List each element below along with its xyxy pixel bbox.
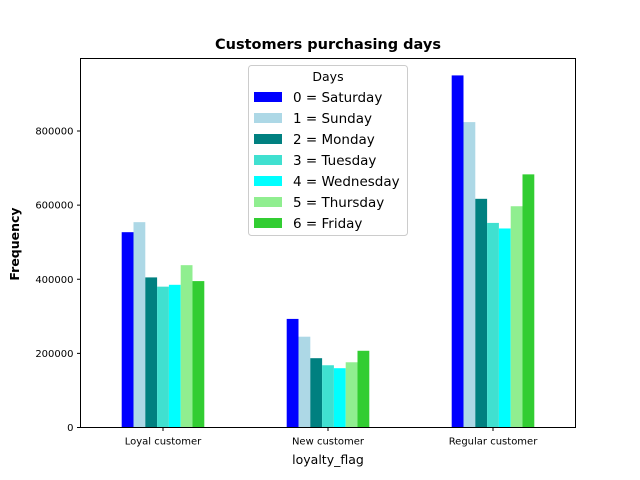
legend-swatch	[254, 176, 282, 186]
plot-frame	[80, 58, 576, 428]
legend-swatch	[254, 155, 282, 165]
bar-new-customer-series-6	[357, 350, 370, 428]
x-axis-label: loyalty_flag	[292, 452, 364, 467]
bar-regular-customer-series-0	[451, 75, 464, 428]
bar-loyal-customer-series-6	[192, 281, 205, 428]
legend-swatch	[254, 92, 282, 102]
legend-label: 1 = Sunday	[293, 111, 372, 127]
legend-label: 4 = Wednesday	[293, 174, 400, 190]
y-tick-label: 800000	[35, 127, 73, 138]
bar-new-customer-series-0	[286, 318, 299, 428]
bar-loyal-customer-series-2	[145, 277, 158, 428]
bar-new-customer-series-4	[333, 368, 346, 428]
bar-regular-customer-series-2	[475, 198, 488, 428]
legend-items: 0 = Saturday 1 = Sunday 2 = Monday 3 = Tues…	[254, 90, 400, 232]
legend-label: 0 = Saturday	[293, 90, 382, 106]
legend: Days 0 = Saturday 1 = Sunday 2 = Monday 3 =…	[248, 65, 408, 236]
y-tick-label: 200000	[35, 349, 73, 360]
legend-label: 6 = Friday	[293, 216, 362, 232]
legend-box	[248, 65, 408, 236]
bar-new-customer-series-5	[345, 362, 358, 428]
bar-regular-customer-series-4	[498, 228, 511, 428]
bar-regular-customer-series-5	[510, 206, 523, 428]
bar-new-customer-series-2	[310, 358, 323, 428]
bar-new-customer-series-1	[298, 336, 311, 428]
chart-title: Customers purchasing days	[215, 37, 441, 53]
y-tick-label: 400000	[35, 275, 73, 286]
y-tick-label: 600000	[35, 201, 73, 212]
legend-swatch	[254, 113, 282, 123]
bar-loyal-customer-series-5	[180, 265, 193, 428]
x-tick-label: New customer	[292, 437, 365, 448]
bar-loyal-customer-series-0	[121, 232, 134, 428]
bars-group	[121, 75, 535, 428]
y-tick-label: 0	[67, 423, 73, 434]
bar-loyal-customer-series-1	[133, 222, 146, 428]
legend-title: Days	[312, 69, 343, 84]
bar-regular-customer-series-6	[522, 174, 535, 428]
legend-swatch	[254, 197, 282, 207]
legend-label: 5 = Thursday	[293, 195, 384, 211]
y-axis-ticks: 0 200000 400000 600000 800000	[35, 127, 81, 434]
bar-regular-customer-series-3	[487, 222, 499, 428]
bar-regular-customer-series-1	[463, 122, 476, 428]
x-tick-label: Regular customer	[449, 437, 539, 448]
bar-loyal-customer-series-3	[157, 286, 169, 428]
legend-swatch	[254, 134, 282, 144]
legend-swatch	[254, 218, 282, 228]
y-axis-label: Frequency	[7, 207, 22, 280]
x-tick-label: Loyal customer	[125, 437, 202, 448]
bar-loyal-customer-series-4	[168, 284, 181, 428]
x-axis-ticks: Loyal customer New customer Regular custom…	[125, 427, 539, 448]
legend-label: 3 = Tuesday	[293, 153, 376, 169]
bar-new-customer-series-3	[322, 365, 334, 428]
legend-label: 2 = Monday	[293, 132, 375, 148]
